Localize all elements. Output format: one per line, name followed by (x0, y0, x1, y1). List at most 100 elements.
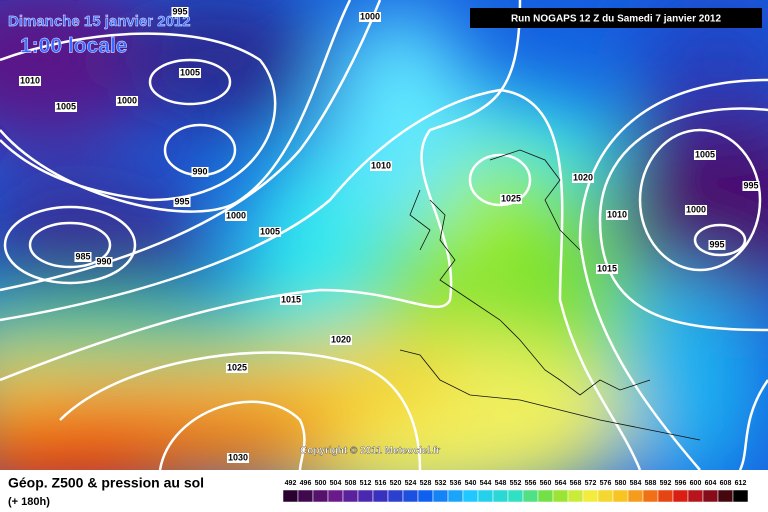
legend-label: 524 (405, 480, 417, 487)
legend-swatch (627, 489, 644, 503)
isobar-label-bg (226, 453, 250, 463)
legend-swatch (462, 489, 479, 503)
isobar-label-bg (74, 252, 92, 262)
legend-swatch (492, 489, 509, 503)
legend-swatch (402, 489, 419, 503)
legend-label: 532 (435, 480, 447, 487)
legend-swatch (312, 489, 329, 503)
legend-label: 588 (645, 480, 657, 487)
legend-swatch (642, 489, 659, 503)
legend-label: 600 (690, 480, 702, 487)
legend-swatch (597, 489, 614, 503)
isobar-label: 1020 (573, 172, 593, 182)
legend-label: 540 (465, 480, 477, 487)
isobar-label: 995 (743, 180, 758, 190)
legend-label: 492 (285, 480, 297, 487)
legend-label: 560 (540, 480, 552, 487)
isobar-label-bg (173, 197, 191, 207)
legend-swatch (537, 489, 554, 503)
legend-swatch (687, 489, 704, 503)
isobar-label: 1015 (597, 263, 617, 273)
isobar-label: 1025 (501, 193, 521, 203)
coastlines (399, 149, 701, 441)
isobar-label-bg (224, 211, 248, 221)
isobar-label-bg (191, 167, 209, 177)
legend-label: 552 (510, 480, 522, 487)
legend-label: 592 (660, 480, 672, 487)
isobar-label-bg (225, 363, 249, 373)
legend-label: 500 (315, 480, 327, 487)
legend-label: 544 (480, 480, 492, 487)
legend-label: 608 (720, 480, 732, 487)
date: Dimanche 15 janvier 2012 (8, 13, 191, 30)
legend-swatch (342, 489, 359, 503)
isobar-label-bg (54, 102, 78, 112)
legend-swatch (717, 489, 734, 503)
isobar-label-bg (742, 181, 760, 191)
legend-swatch (567, 489, 584, 503)
isobar-label: 1010 (371, 160, 391, 170)
isobar-label: 1005 (180, 67, 200, 77)
run-label: Run NOGAPS 12 Z du Samedi 7 janvier 2012 (511, 14, 722, 25)
isobar-label-bg (684, 205, 708, 215)
isobar-label-bg (358, 12, 382, 22)
legend-label: 548 (495, 480, 507, 487)
isobars (0, 0, 768, 470)
isobar-label: 1010 (607, 209, 627, 219)
copyright: Copyright © 2011 Meteociel.fr (300, 446, 440, 457)
legend-swatch (507, 489, 524, 503)
isobar-label-bg (693, 150, 717, 160)
legend-swatch (297, 489, 314, 503)
legend-swatch (432, 489, 449, 503)
legend-swatch (417, 489, 434, 503)
isobar-label-bg (178, 68, 202, 78)
footer-title: Géop. Z500 & pression au sol (8, 475, 204, 491)
legend-label: 564 (555, 480, 567, 487)
isobar-label: 1000 (226, 210, 246, 220)
legend-swatch (732, 489, 749, 503)
legend-label: 536 (450, 480, 462, 487)
isobar-label: 1005 (260, 226, 280, 236)
legend-swatch (447, 489, 464, 503)
isobar-label: 985 (75, 251, 90, 261)
isobar-label-bg (279, 295, 303, 305)
legend-label: 568 (570, 480, 582, 487)
isobar-label: 1020 (331, 334, 351, 344)
isobar-label-bg (95, 257, 113, 267)
legend-swatch (657, 489, 674, 503)
legend-label: 580 (615, 480, 627, 487)
isobar-label: 1005 (56, 101, 76, 111)
isobar-label-bg (571, 173, 595, 183)
isobar-label-bg (171, 7, 189, 17)
isobar-label: 995 (172, 6, 187, 16)
isobar-label-bg (605, 210, 629, 220)
legend-label: 512 (360, 480, 372, 487)
legend-label: 612 (735, 480, 747, 487)
isobar-label: 1025 (227, 362, 247, 372)
time: 1:00 locale (20, 35, 127, 58)
legend-swatch (552, 489, 569, 503)
isobar-label-bg (708, 240, 726, 250)
isobar-label-bg (329, 335, 353, 345)
isobar-label: 990 (96, 256, 111, 266)
isobar-label-bg (499, 194, 523, 204)
legend-swatch (582, 489, 599, 503)
run-box (470, 8, 762, 28)
isobar-label-bg (595, 264, 619, 274)
legend-label: 596 (675, 480, 687, 487)
legend-label: 496 (300, 480, 312, 487)
legend-swatch (672, 489, 689, 503)
legend-label: 584 (630, 480, 642, 487)
legend-swatch (522, 489, 539, 503)
isobar-label: 1000 (686, 204, 706, 214)
legend-swatch (357, 489, 374, 503)
isobar-label-bg (258, 227, 282, 237)
legend-swatch (372, 489, 389, 503)
legend-label: 556 (525, 480, 537, 487)
isobar-label: 1000 (360, 11, 380, 21)
legend-swatch (612, 489, 629, 503)
legend-swatch (477, 489, 494, 503)
